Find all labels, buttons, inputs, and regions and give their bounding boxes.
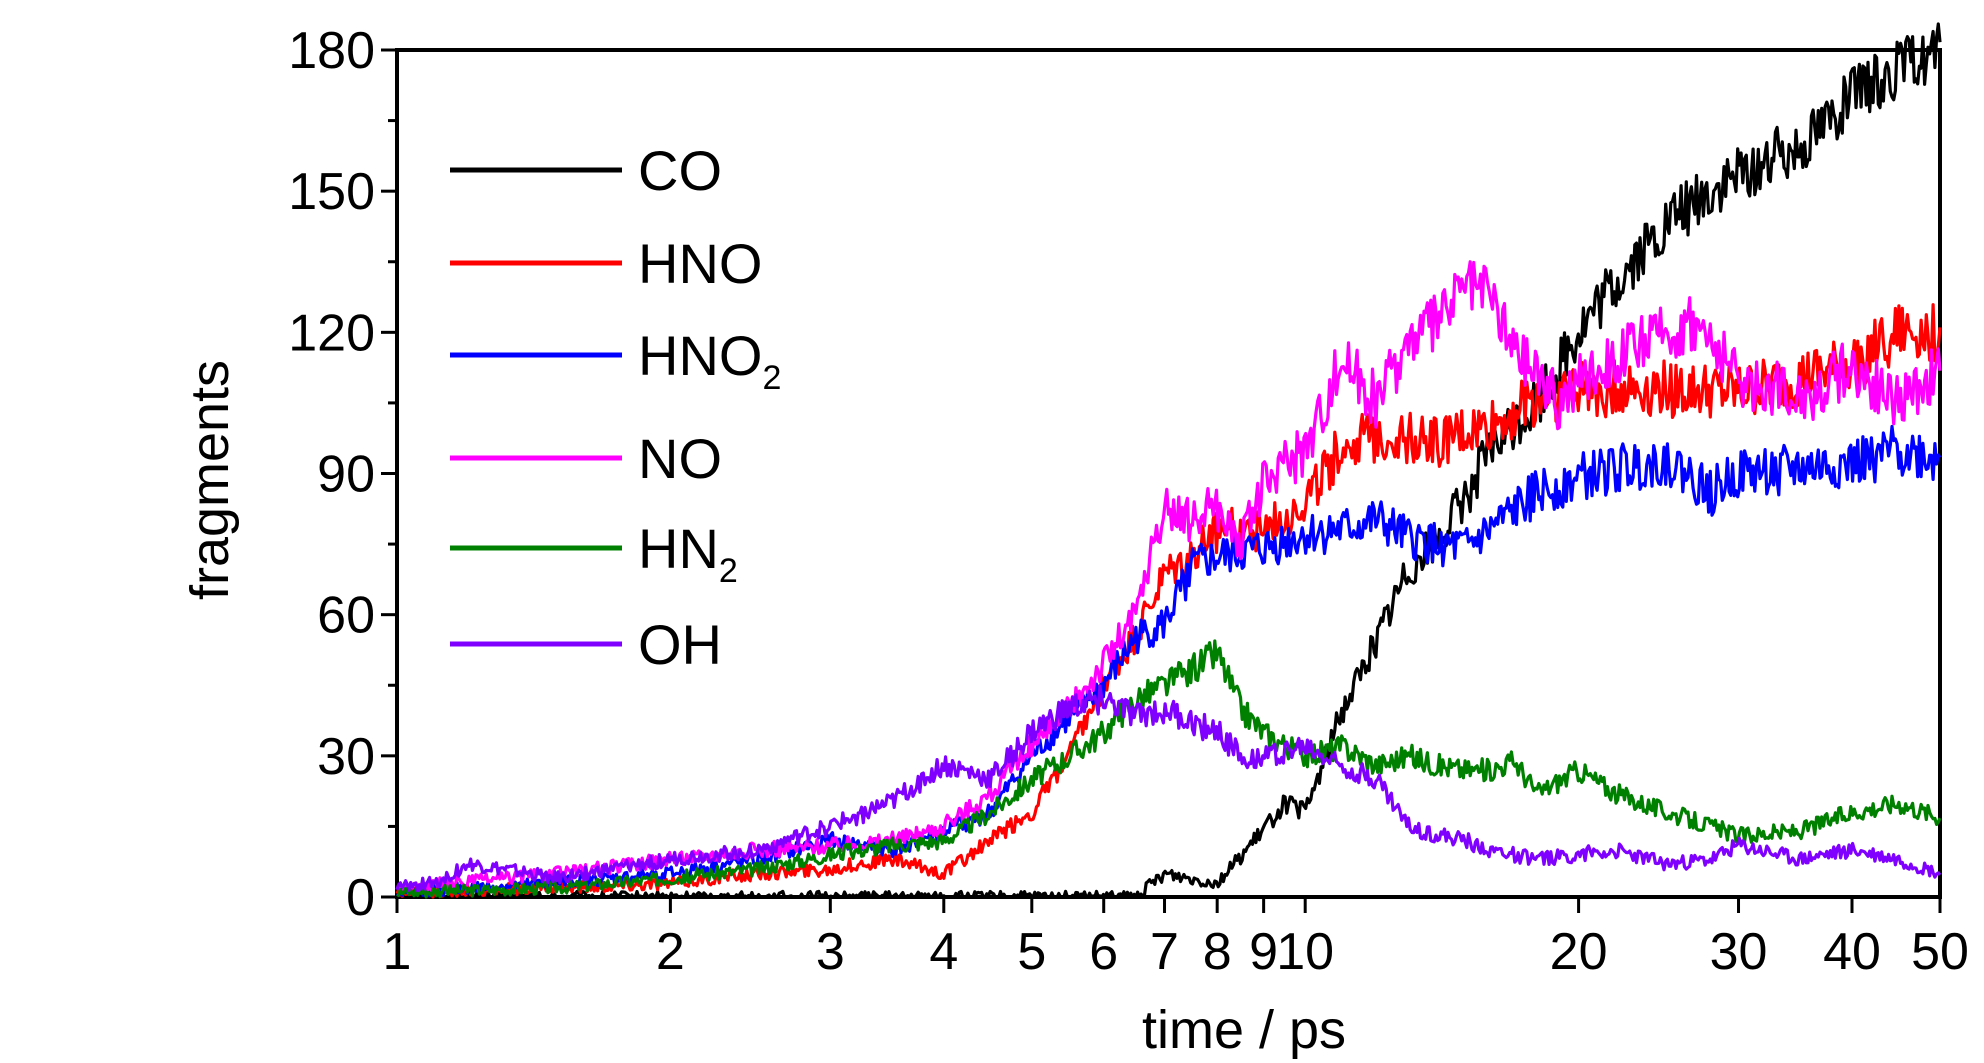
legend-label: HN2 [638,517,738,590]
legend-label: OH [638,613,722,676]
legend-label: NO [638,427,722,490]
plot-area-border [395,48,1942,899]
x-tick-label: 6 [1089,923,1118,981]
y-tick-label: 150 [288,163,375,221]
legend: CO HNO HNO2 NO HN2 OH [450,139,781,676]
x-tick-label: 10 [1276,923,1334,981]
y-tick-label: 60 [317,587,375,645]
y-tick-label: 120 [288,304,375,362]
x-tick-label: 40 [1823,923,1881,981]
series-line-hno [395,303,1942,899]
series-line-hn2 [396,639,1942,899]
y-tick-label: 90 [317,446,375,504]
x-tick-label: 30 [1710,923,1768,981]
x-tick-label: 7 [1150,923,1179,981]
x-tick-label: 20 [1550,923,1608,981]
y-axis-title: fragments [180,360,240,600]
x-tick-label: 50 [1911,923,1969,981]
legend-label: CO [638,139,722,202]
x-tick-label: 9 [1249,923,1278,981]
y-tick-label: 180 [288,22,375,80]
x-tick-label: 8 [1203,923,1232,981]
y-axis-ticks: 0 30 60 90 120 150 180 [288,22,397,927]
y-tick-label: 30 [317,728,375,786]
series-lines [395,22,1942,899]
series-line-co [397,22,1942,899]
x-tick-label: 2 [656,923,685,981]
x-axis-title: time / ps [1142,1000,1346,1060]
legend-label: HNO [638,232,762,295]
y-tick-label: 0 [346,869,375,927]
series-line-no [395,260,1942,893]
series-line-oh [395,684,1942,893]
legend-label: HNO2 [638,324,781,397]
plot-frame [395,48,1942,899]
x-tick-label: 4 [929,923,958,981]
x-axis-ticks: 1 2 3 4 5 6 7 8 910 20 30 40 50 [383,897,1969,981]
x-tick-label: 5 [1017,923,1046,981]
x-tick-label: 3 [816,923,845,981]
x-tick-label: 1 [383,923,412,981]
